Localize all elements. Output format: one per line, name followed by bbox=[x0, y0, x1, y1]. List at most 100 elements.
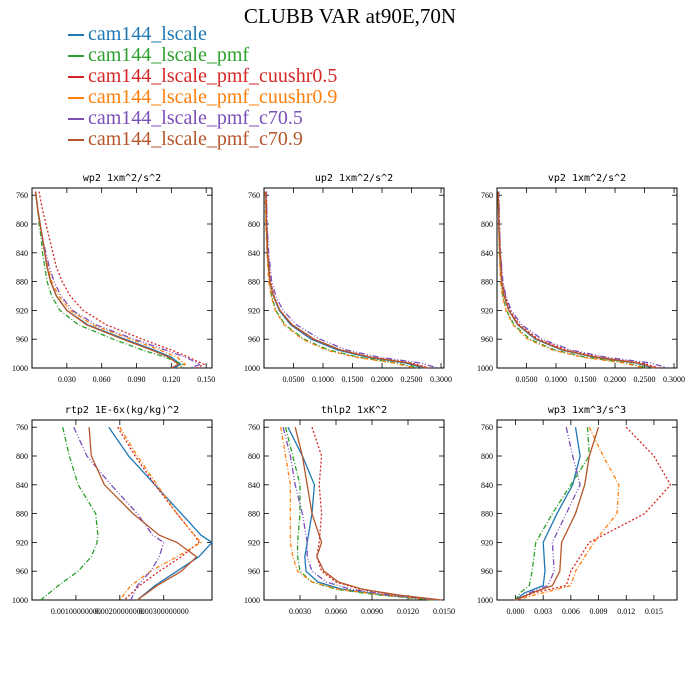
x-tick-label: 0.0150 bbox=[433, 607, 455, 616]
x-tick-label: 0.1000 bbox=[545, 375, 567, 384]
series-line bbox=[38, 191, 206, 369]
y-tick-label: 800 bbox=[481, 220, 493, 229]
legend-swatch bbox=[68, 76, 84, 79]
y-tick-label: 880 bbox=[248, 278, 260, 287]
legend-label: cam144_lscale_pmf_c70.5 bbox=[88, 107, 303, 129]
legend-label: cam144_lscale_pmf_cuushr0.5 bbox=[88, 65, 338, 87]
x-tick-label: 0.009 bbox=[590, 607, 608, 616]
series-line bbox=[34, 191, 180, 369]
plot-panel: rtp2 1E-6x(kg/kg)^2 760 800 840 880 920 960 100… bbox=[12, 405, 213, 616]
x-tick-label: 0.3000 bbox=[430, 375, 452, 384]
x-tick-label: 0.0500 bbox=[283, 375, 305, 384]
y-tick-label: 760 bbox=[481, 191, 493, 200]
legend-label: cam144_lscale bbox=[88, 23, 207, 45]
x-tick-label: 0.1500 bbox=[575, 375, 597, 384]
legend-swatch bbox=[68, 55, 84, 58]
plot-frame bbox=[496, 419, 678, 601]
y-tick-label: 840 bbox=[248, 481, 260, 490]
legend-swatch bbox=[68, 118, 84, 121]
series-line bbox=[497, 191, 645, 369]
series-line bbox=[497, 191, 654, 369]
y-tick-label: 880 bbox=[16, 278, 28, 287]
y-tick-label: 920 bbox=[481, 538, 493, 547]
y-tick-label: 800 bbox=[248, 452, 260, 461]
x-tick-label: 0.090 bbox=[128, 375, 146, 384]
y-tick-label: 1000 bbox=[244, 364, 260, 373]
y-tick-label: 800 bbox=[481, 452, 493, 461]
series-line bbox=[88, 427, 198, 601]
y-tick-label: 960 bbox=[16, 567, 28, 576]
y-tick-label: 920 bbox=[248, 306, 260, 315]
y-tick-label: 1000 bbox=[12, 364, 28, 373]
legend: cam144_lscale cam144_lscale_pmf cam144_l… bbox=[68, 24, 337, 150]
y-tick-label: 760 bbox=[16, 191, 28, 200]
y-tick-label: 760 bbox=[248, 423, 260, 432]
y-tick-label: 840 bbox=[16, 249, 28, 258]
y-tick-label: 760 bbox=[16, 423, 28, 432]
y-tick-label: 920 bbox=[481, 306, 493, 315]
plot-frame bbox=[263, 187, 445, 369]
series-line bbox=[73, 426, 165, 601]
y-tick-label: 920 bbox=[248, 538, 260, 547]
x-tick-label: 0.030 bbox=[58, 375, 76, 384]
series-line bbox=[287, 426, 439, 601]
y-tick-label: 960 bbox=[248, 335, 260, 344]
series-line bbox=[265, 191, 418, 369]
y-tick-label: 840 bbox=[481, 481, 493, 490]
legend-label: cam144_lscale_pmf_c70.9 bbox=[88, 128, 303, 150]
x-tick-label: 0.0030 bbox=[289, 607, 311, 616]
plot-frame bbox=[496, 187, 678, 369]
y-tick-label: 800 bbox=[248, 220, 260, 229]
legend-item: cam144_lscale_pmf_c70.5 bbox=[68, 108, 337, 129]
x-tick-label: 0.2500 bbox=[401, 375, 423, 384]
series-line bbox=[119, 426, 203, 601]
y-tick-label: 840 bbox=[16, 481, 28, 490]
x-tick-label: 0.012 bbox=[617, 607, 635, 616]
series-line bbox=[497, 191, 656, 369]
plot-title: up2 1xm^2/s^2 bbox=[315, 173, 393, 184]
series-line bbox=[294, 427, 442, 601]
x-tick-label: 0.0500 bbox=[516, 375, 538, 384]
plot-title: vp2 1xm^2/s^2 bbox=[548, 173, 626, 184]
x-tick-label: 0.120 bbox=[162, 375, 180, 384]
y-tick-label: 880 bbox=[248, 510, 260, 519]
plot-title: wp2 1xm^2/s^2 bbox=[83, 173, 161, 184]
y-tick-label: 920 bbox=[16, 538, 28, 547]
legend-label: cam144_lscale_pmf_cuushr0.9 bbox=[88, 86, 338, 108]
x-tick-label: 0.3000 bbox=[663, 375, 685, 384]
plot-panel: wp2 1xm^2/s^2 760 800 840 880 920 960 1000 0.030… bbox=[12, 173, 215, 384]
series-line bbox=[515, 427, 581, 601]
legend-swatch bbox=[68, 97, 84, 100]
x-tick-label: 0.000 bbox=[506, 607, 524, 616]
series-line bbox=[515, 427, 581, 601]
plot-panel: vp2 1xm^2/s^2 760 800 840 880 920 960 1000 0.050… bbox=[477, 173, 685, 384]
x-tick-label: 0.003 bbox=[534, 607, 552, 616]
plot-title: thlp2 1xK^2 bbox=[321, 405, 387, 416]
figure-title: CLUBB VAR at90E,70N bbox=[243, 4, 457, 28]
legend-item: cam144_lscale bbox=[68, 24, 337, 45]
series-line bbox=[40, 427, 99, 601]
series-line bbox=[265, 191, 430, 369]
plot-title: rtp2 1E-6x(kg/kg)^2 bbox=[65, 405, 179, 416]
series-line bbox=[280, 427, 435, 601]
y-tick-label: 760 bbox=[481, 423, 493, 432]
y-tick-label: 1000 bbox=[12, 596, 28, 605]
series-line bbox=[264, 191, 415, 369]
x-tick-label: 0.006 bbox=[562, 607, 580, 616]
series-line bbox=[515, 426, 672, 601]
x-tick-label: 0.2500 bbox=[634, 375, 656, 384]
x-tick-label: 0.0060 bbox=[325, 607, 347, 616]
plot-frame bbox=[31, 187, 213, 369]
series-line bbox=[498, 191, 669, 369]
y-tick-label: 800 bbox=[16, 452, 28, 461]
y-tick-label: 920 bbox=[16, 306, 28, 315]
y-tick-label: 760 bbox=[248, 191, 260, 200]
series-line bbox=[34, 191, 182, 369]
y-tick-label: 880 bbox=[481, 510, 493, 519]
series-line bbox=[34, 191, 184, 369]
x-tick-label: 0.0090 bbox=[361, 607, 383, 616]
series-line bbox=[284, 427, 433, 601]
series-line bbox=[34, 191, 187, 369]
x-tick-label: 0.060 bbox=[93, 375, 111, 384]
y-tick-label: 840 bbox=[481, 249, 493, 258]
